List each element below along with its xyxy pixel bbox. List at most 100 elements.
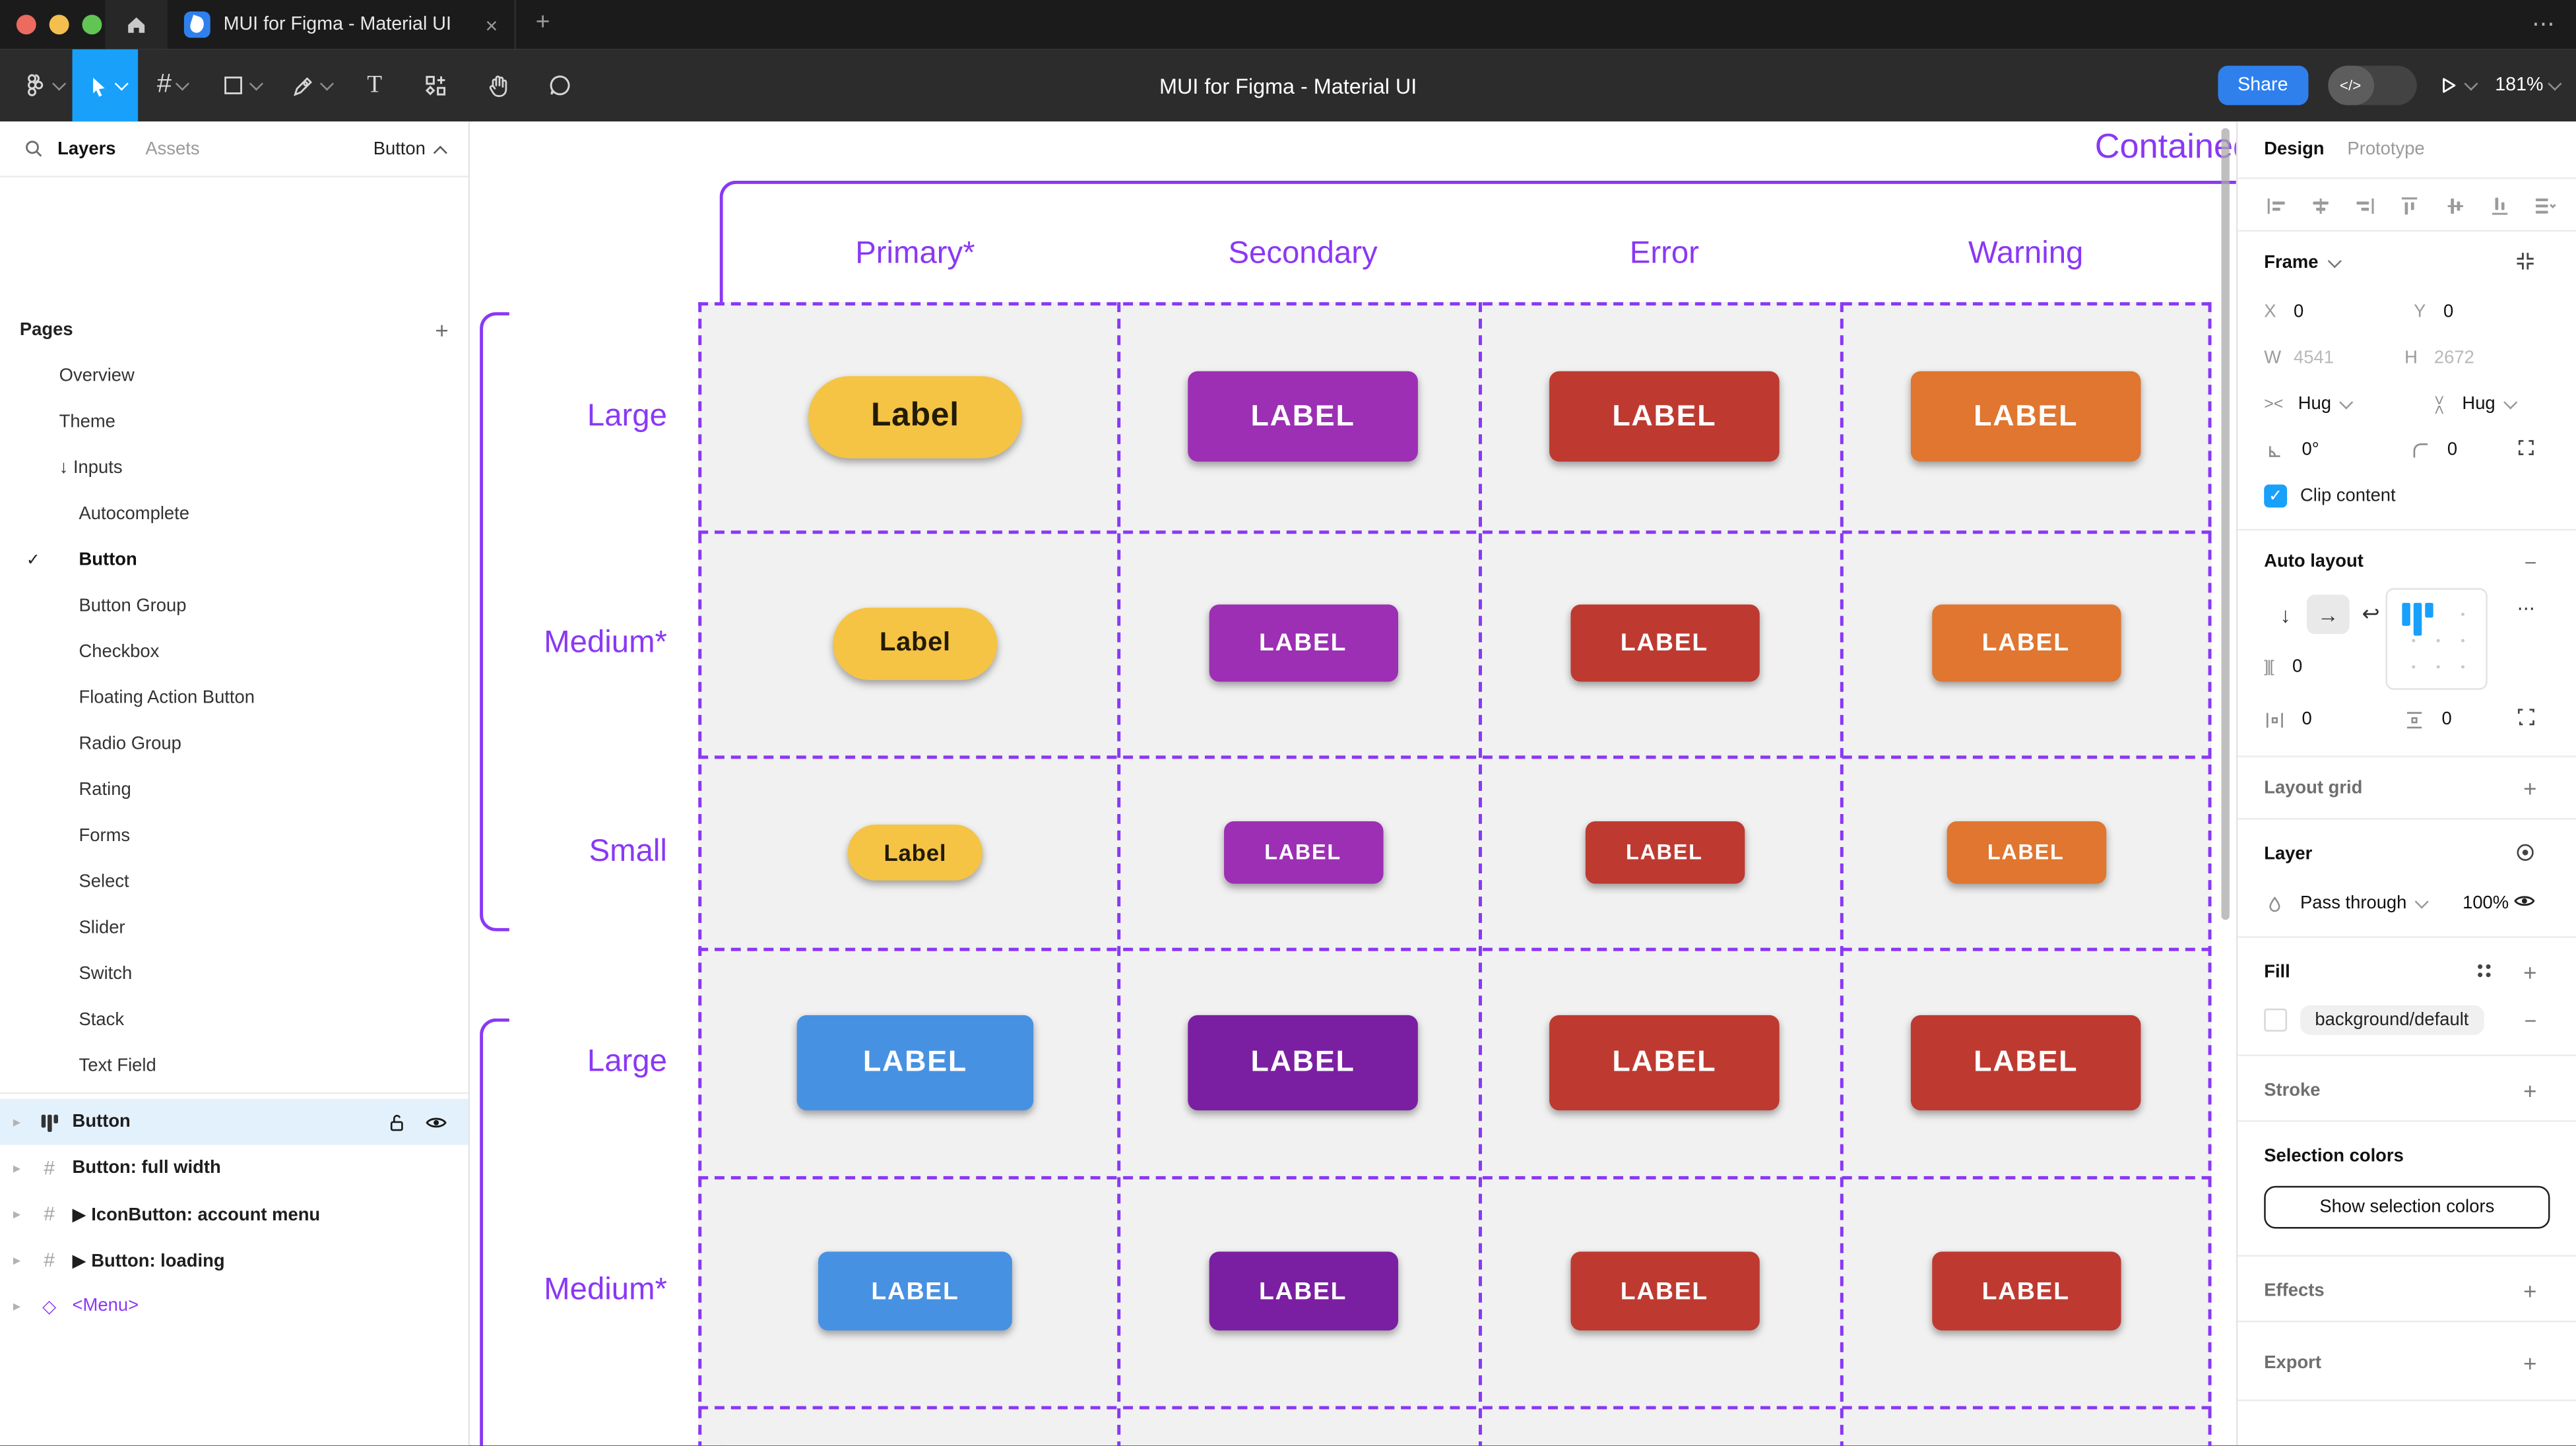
align-vertical-center-icon[interactable] (2443, 193, 2467, 218)
page-item[interactable]: Stack (0, 997, 468, 1043)
align-bottom-icon[interactable] (2487, 193, 2511, 218)
page-item[interactable]: Button Group (0, 583, 468, 629)
align-left-icon[interactable] (2264, 193, 2288, 218)
page-item[interactable]: Overview (0, 353, 468, 399)
canvas-button-medium-error[interactable]: LABEL (1570, 1251, 1759, 1331)
unlock-icon[interactable] (386, 1111, 407, 1132)
individual-padding-icon[interactable] (2515, 707, 2536, 733)
canvas-button-large-secondary[interactable]: LABEL (1188, 1014, 1418, 1110)
distribute-icon[interactable] (2532, 193, 2556, 218)
vertical-sizing-dropdown[interactable]: Hug (2462, 394, 2496, 414)
blend-mask-icon[interactable] (2514, 840, 2537, 868)
home-tab[interactable] (105, 0, 168, 49)
canvas-button-medium-primary[interactable]: LABEL (818, 1251, 1012, 1331)
canvas-button-large-primary[interactable]: LABEL (796, 1014, 1034, 1110)
auto-layout-alignment-widget[interactable] (2385, 588, 2488, 690)
add-stroke-button[interactable]: + (2523, 1077, 2537, 1104)
tab-design[interactable]: Design (2264, 139, 2325, 160)
comment-tool[interactable] (529, 49, 592, 122)
rotation-input[interactable]: 0° (2302, 440, 2319, 460)
remove-fill-button[interactable]: − (2524, 1007, 2537, 1032)
pen-tool[interactable] (276, 49, 345, 122)
canvas-button-small-warning[interactable]: LABEL (1946, 820, 2106, 883)
add-fill-button[interactable]: + (2523, 959, 2537, 986)
resources-tool[interactable] (404, 49, 467, 122)
horizontal-sizing-dropdown[interactable]: Hug (2298, 394, 2331, 414)
page-dropdown[interactable]: Button (373, 139, 447, 159)
dev-mode-toggle[interactable]: </> (2327, 65, 2416, 106)
canvas-button-large-secondary[interactable]: LABEL (1188, 371, 1418, 462)
corner-radius-input[interactable]: 0 (2447, 440, 2458, 460)
canvas-button-large-warning[interactable]: LABEL (1910, 371, 2141, 462)
canvas-button-small-error[interactable]: LABEL (1584, 820, 1745, 883)
auto-layout-more-icon[interactable]: ⋯ (2517, 599, 2537, 619)
canvas-button-small-secondary[interactable]: LABEL (1223, 820, 1383, 883)
page-item[interactable]: Rating (0, 767, 468, 813)
y-input[interactable]: 0 (2443, 302, 2454, 323)
expand-chevron-icon[interactable]: ▸ (13, 1296, 21, 1313)
add-export-button[interactable]: + (2523, 1350, 2537, 1377)
auto-layout-vertical-button[interactable]: ↓ (2280, 602, 2291, 627)
canvas-button-large-error[interactable]: LABEL (1549, 371, 1780, 462)
frame-tool[interactable]: # (138, 49, 207, 122)
height-input[interactable]: 2672 (2433, 348, 2474, 368)
layer-item[interactable]: ▸ # Button: full width (0, 1145, 468, 1191)
tab-assets[interactable]: Assets (145, 139, 200, 159)
search-icon[interactable] (23, 138, 44, 159)
expand-chevron-icon[interactable]: ▸ (13, 1205, 21, 1222)
window-more-icon[interactable]: ⋯ (2532, 9, 2557, 36)
x-input[interactable]: 0 (2294, 302, 2304, 323)
close-window-button[interactable] (16, 15, 36, 35)
page-item[interactable]: Switch (0, 951, 468, 997)
resize-to-fit-icon[interactable] (2514, 249, 2537, 276)
page-item[interactable]: Checkbox (0, 629, 468, 676)
tab-layers[interactable]: Layers (57, 139, 116, 159)
zoom-window-button[interactable] (82, 15, 102, 35)
page-item[interactable]: ✓ Button (0, 537, 468, 583)
document-tab[interactable]: MUI for Figma - Material UI × (168, 0, 516, 49)
canvas-button-medium-secondary[interactable]: LABEL (1208, 1251, 1398, 1331)
blend-mode-dropdown[interactable]: Pass through (2300, 893, 2407, 914)
add-effect-button[interactable]: + (2523, 1278, 2537, 1305)
page-item[interactable]: Text Field (0, 1043, 468, 1089)
new-tab-button[interactable]: + (535, 8, 550, 36)
canvas-button-small-primary[interactable]: Label (847, 823, 983, 880)
move-tool[interactable] (72, 49, 139, 122)
gap-input[interactable]: 0 (2292, 657, 2303, 677)
canvas-button-large-error[interactable]: LABEL (1549, 1014, 1780, 1110)
horizontal-padding-input[interactable]: 0 (2302, 709, 2312, 730)
page-item[interactable]: Radio Group (0, 721, 468, 767)
align-horizontal-center-icon[interactable] (2309, 193, 2333, 218)
canvas-button-medium-secondary[interactable]: LABEL (1208, 604, 1398, 682)
layer-item[interactable]: ▸ Button (0, 1098, 468, 1145)
layer-item[interactable]: ▸ # ▶ IconButton: account menu (0, 1191, 468, 1237)
auto-layout-horizontal-button[interactable]: → (2306, 594, 2350, 635)
align-top-icon[interactable] (2398, 193, 2422, 218)
canvas-button-medium-warning[interactable]: LABEL (1931, 604, 2121, 682)
expand-chevron-icon[interactable]: ▸ (13, 1158, 21, 1176)
add-page-button[interactable]: + (435, 317, 449, 344)
fill-styles-icon[interactable] (2474, 960, 2494, 984)
main-menu-button[interactable] (13, 49, 73, 122)
hand-tool[interactable] (467, 49, 529, 122)
layer-item[interactable]: ▸ # ▶ Button: loading (0, 1237, 468, 1283)
minimize-window-button[interactable] (49, 15, 69, 35)
opacity-input[interactable]: 100% (2463, 893, 2509, 914)
independent-corners-icon[interactable] (2515, 437, 2536, 463)
canvas-scrollbar[interactable] (2221, 128, 2230, 920)
show-selection-colors-button[interactable]: Show selection colors (2264, 1185, 2550, 1229)
clip-content-checkbox[interactable]: ✓ (2264, 484, 2288, 508)
page-item[interactable]: Autocomplete (0, 491, 468, 538)
auto-layout-wrap-button[interactable]: ↩ (2362, 601, 2380, 626)
zoom-menu[interactable]: 181% (2495, 76, 2562, 95)
close-tab-icon[interactable]: × (485, 12, 498, 38)
canvas-button-large-primary[interactable]: Label (808, 375, 1022, 458)
canvas[interactable]: Contained Primary* Secondary Error Warning L… (471, 121, 2236, 1446)
add-layout-grid-button[interactable]: + (2523, 775, 2537, 802)
width-input[interactable]: 4541 (2294, 348, 2334, 368)
canvas-button-medium-error[interactable]: LABEL (1570, 604, 1759, 682)
window-controls[interactable] (16, 15, 102, 35)
page-item[interactable]: Theme (0, 399, 468, 445)
vertical-padding-input[interactable]: 0 (2441, 709, 2452, 730)
layer-item[interactable]: ▸ ◇ <Menu> (0, 1283, 468, 1329)
